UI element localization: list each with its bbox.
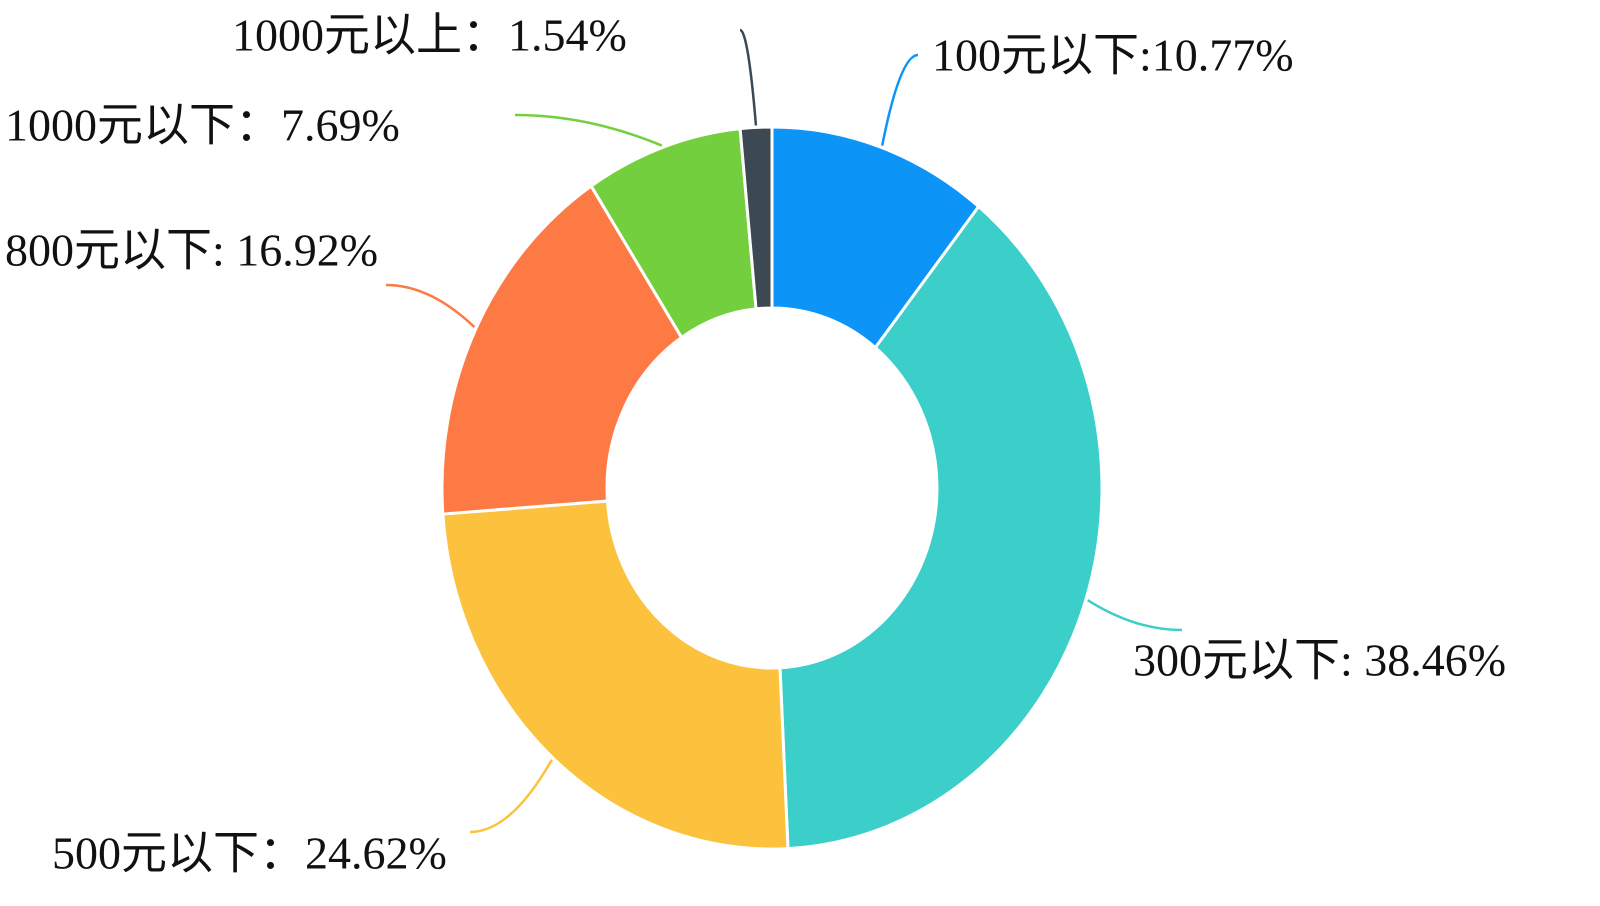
slice-label: 500元以下：24.62%: [52, 828, 447, 879]
leader-line: [469, 759, 553, 834]
slice-label: 1000元以上：1.54%: [232, 10, 627, 61]
slice-label: 1000元以下：7.69%: [5, 100, 400, 151]
slice-label: 300元以下: 38.46%: [1133, 635, 1506, 686]
donut-slice: [770, 125, 981, 350]
leader-line: [880, 53, 919, 146]
leader-line: [385, 283, 476, 328]
slice-label: 100元以下:10.77%: [932, 30, 1294, 81]
donut-slice: [441, 499, 790, 851]
donut-slice: [738, 125, 774, 311]
donut-slice: [778, 204, 1104, 851]
leader-line: [514, 113, 663, 147]
leader-line: [1087, 599, 1183, 632]
donut-slice: [440, 183, 684, 516]
slice-label: 800元以下: 16.92%: [5, 225, 378, 276]
leader-line: [739, 28, 758, 126]
